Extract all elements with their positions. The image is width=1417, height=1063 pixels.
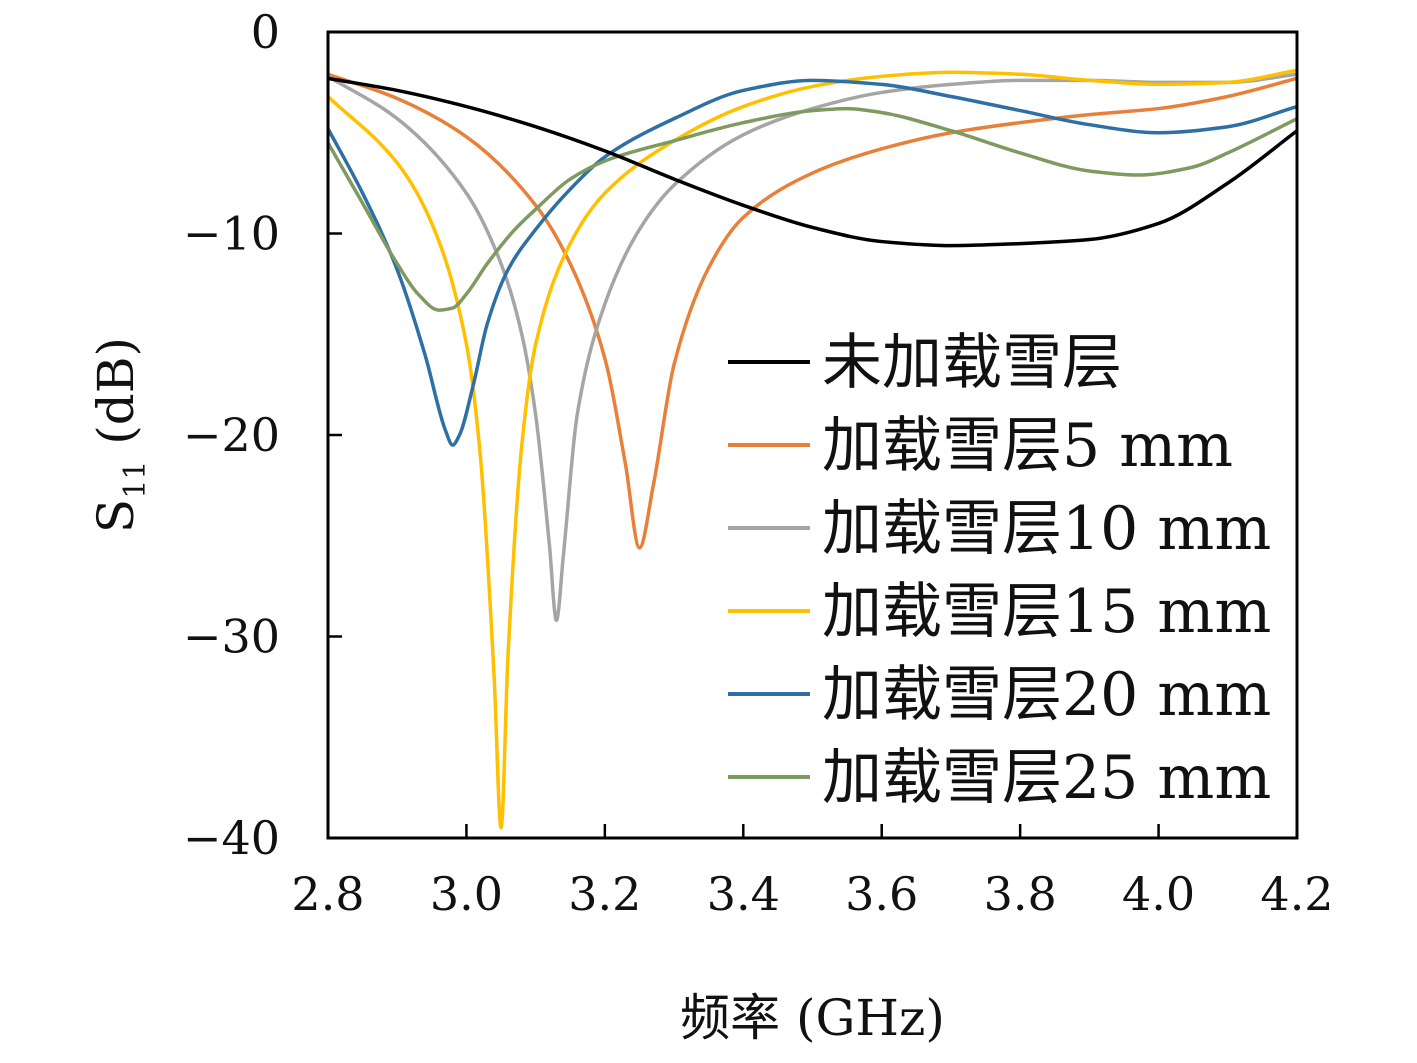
y-axis-label: S11 (dB)	[87, 337, 153, 533]
x-tick-label: 4.0	[1122, 867, 1195, 921]
y-axis-label-subscript: 11	[118, 461, 153, 499]
legend-label-3: 加载雪层15 mm	[822, 577, 1271, 647]
y-tick-label: −40	[183, 811, 280, 865]
series-line-4	[326, 78, 1298, 447]
series-line-2	[327, 72, 1298, 623]
x-tick-label: 3.4	[707, 867, 780, 921]
legend-label-5: 加载雪层25 mm	[822, 743, 1271, 813]
series-line-0	[327, 76, 1299, 248]
y-tick-label: 0	[251, 5, 280, 59]
series-line-5	[326, 106, 1298, 312]
legend-label-1: 加载雪层5 mm	[822, 411, 1233, 481]
x-tick-label: 3.0	[430, 867, 503, 921]
legend-label-4: 加载雪层20 mm	[822, 660, 1271, 730]
y-tick-label: −20	[183, 408, 280, 462]
y-axis-label-unit: (dB)	[87, 337, 145, 461]
x-tick-label: 2.8	[291, 867, 364, 921]
x-tick-label: 4.2	[1260, 867, 1333, 921]
y-tick-label: −30	[183, 610, 280, 664]
legend-label-0: 未加载雪层	[822, 328, 1122, 398]
x-axis-label: 频率 (GHz)	[680, 989, 945, 1047]
series-layer	[326, 68, 1299, 830]
y-axis-label-main: S	[87, 499, 145, 533]
x-tick-label: 3.8	[984, 867, 1057, 921]
x-tick-label: 3.2	[568, 867, 641, 921]
tick-layer: 2.8 3.0 3.2 3.4 3.6 3.8 4.0 4.2 0 −10 −20 −30 −40	[183, 5, 1334, 921]
x-tick-label: 3.6	[845, 867, 918, 921]
legend-label-2: 加载雪层10 mm	[822, 494, 1271, 564]
y-tick-label: −10	[183, 207, 280, 261]
series-line-1	[327, 72, 1298, 550]
series-line-3	[326, 68, 1298, 830]
